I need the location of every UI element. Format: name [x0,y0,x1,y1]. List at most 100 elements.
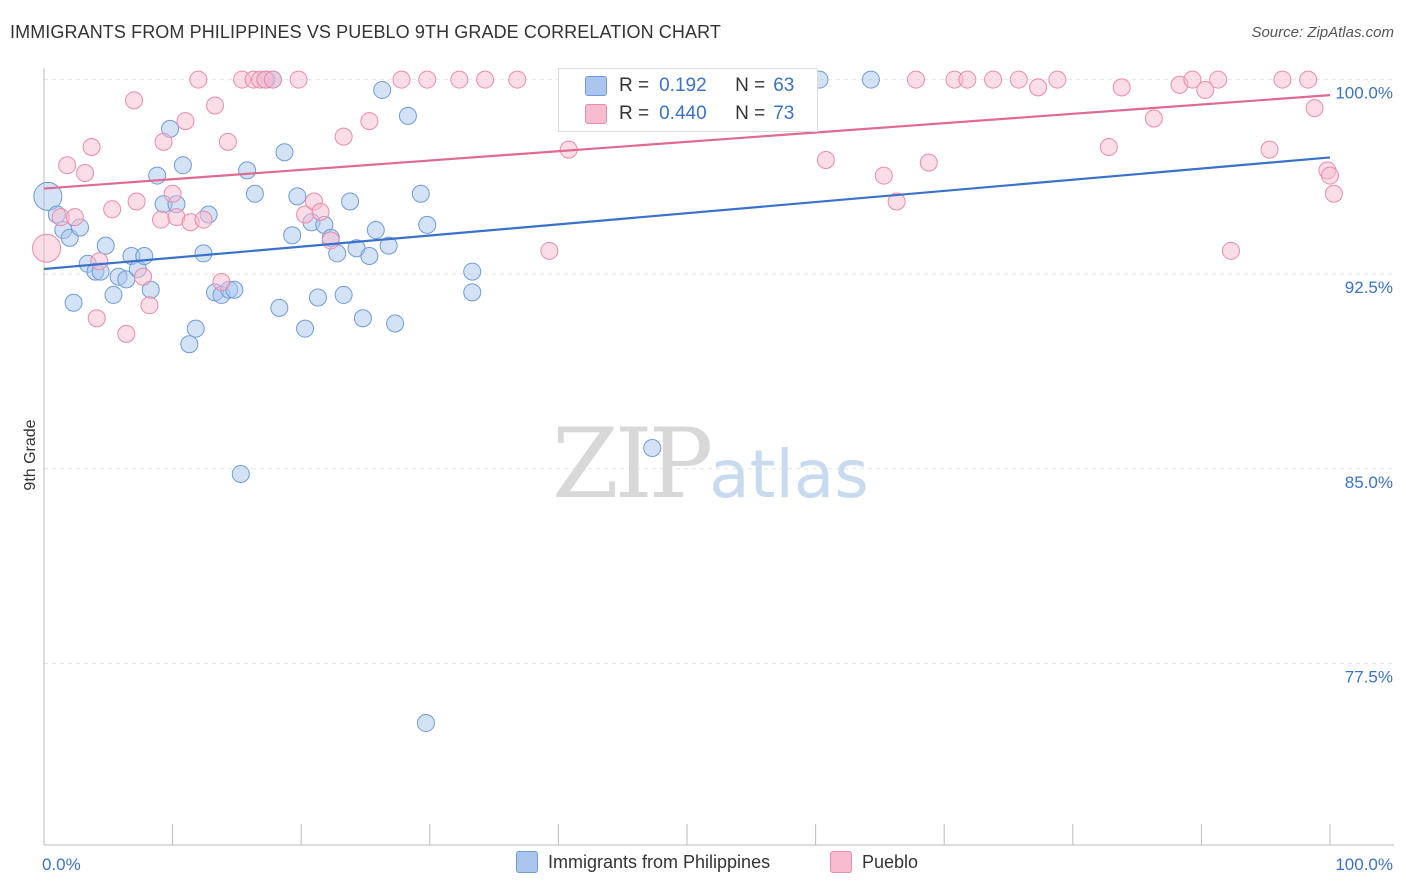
point-pueblo [289,70,308,89]
point-pueblo [919,153,938,172]
point-philippines [173,156,192,175]
point-philippines [296,319,315,338]
point-philippines [104,285,123,304]
point-philippines [373,80,392,99]
point-pueblo [1221,241,1240,260]
point-pueblo [1196,80,1215,99]
point-pueblo [1209,70,1228,89]
point-philippines [135,247,154,266]
stats-r-label: R = [619,103,650,124]
point-pueblo [816,151,835,170]
point-pueblo [218,132,237,151]
point-pueblo [392,70,411,89]
point-pueblo [263,70,282,89]
point-pueblo [176,112,195,131]
watermark: ZIPatlas [552,408,869,520]
point-pueblo [1048,70,1067,89]
point-philippines [96,236,115,255]
stats-n-value: 73 [773,103,795,124]
point-philippines [861,70,880,89]
point-philippines [186,319,205,338]
point-philippines [398,106,417,125]
x-tick-label: 0.0% [42,855,81,874]
point-pueblo [476,70,495,89]
point-pueblo [1144,109,1163,128]
trendline-philippines [43,156,1331,271]
chart-source: Source: ZipAtlas.com [1251,24,1394,41]
legend-item-pueblo[interactable]: Pueblo [830,851,918,873]
y-tick-label: 77.5% [1345,667,1393,686]
point-pueblo [65,208,84,227]
point-philippines [231,464,250,483]
y-tick-label: 85.0% [1345,473,1393,492]
point-pueblo [360,112,379,131]
point-pueblo [1260,140,1279,159]
point-pueblo [127,192,146,211]
x-tick-label: 100.0% [1335,855,1393,874]
point-philippines [194,244,213,263]
point-pueblo [103,200,122,219]
point-philippines [270,298,289,317]
legend-swatch-philippines [585,76,607,96]
point-pueblo [1321,166,1339,185]
stats-n-label: N = [735,103,766,124]
point-pueblo [1112,78,1131,97]
point-pueblo [906,70,925,89]
point-philippines [283,226,302,245]
point-pueblo [163,184,182,203]
point-philippines [360,247,379,266]
point-philippines [64,293,83,312]
point-pueblo [194,210,213,229]
point-pueblo [212,272,231,291]
y-axis-label: 9th Grade [22,419,39,490]
point-pueblo [140,296,159,315]
point-pueblo [418,70,437,89]
stats-r-label: R = [619,75,650,96]
stats-r-value: 0.440 [659,103,707,124]
chart-title: IMMIGRANTS FROM PHILIPPINES VS PUEBLO 9T… [10,22,721,42]
point-philippines [33,181,63,211]
legend-item-philippines[interactable]: Immigrants from Philippines [516,851,770,873]
stats-row-pueblo: R = 0.440 N = 73 [585,101,795,127]
stats-n-label: N = [735,75,766,96]
point-pueblo [58,156,77,175]
point-pueblo [984,70,1003,89]
point-pueblo [321,231,340,250]
point-philippines [275,143,294,162]
point-philippines [353,309,372,328]
point-pueblo [1029,78,1048,97]
point-pueblo [1299,70,1318,89]
point-pueblo [450,70,469,89]
point-pueblo [874,166,893,185]
point-pueblo [154,132,173,151]
y-tick-label: 92.5% [1345,278,1393,297]
point-philippines [288,187,307,206]
point-philippines [341,192,360,211]
point-philippines [366,221,385,240]
point-pueblo [134,267,153,286]
point-pueblo [887,192,906,211]
point-philippines [463,283,482,302]
point-pueblo [87,309,106,328]
point-pueblo [1009,70,1028,89]
point-philippines [418,215,437,234]
legend-label-pueblo: Pueblo [862,851,919,872]
stats-legend: R = 0.192 N = 63 R = 0.440 N = 73 [558,68,818,132]
stats-n-value: 63 [773,75,795,96]
point-philippines [308,288,327,307]
point-pueblo [1273,70,1292,89]
point-philippines [411,184,430,203]
legend-swatch-pueblo [585,104,607,124]
stats-row-philippines: R = 0.192 N = 63 [585,73,795,99]
point-philippines [180,335,199,354]
trendline-pueblo [43,94,1331,190]
legend-swatch-philippines [516,851,538,873]
legend-swatch-pueblo [830,851,852,873]
point-pueblo [206,96,225,115]
point-pueblo [125,91,144,110]
point-pueblo [189,70,208,89]
legend-label-philippines: Immigrants from Philippines [548,851,771,872]
point-pueblo [508,70,527,89]
stats-r-value: 0.192 [659,75,707,96]
